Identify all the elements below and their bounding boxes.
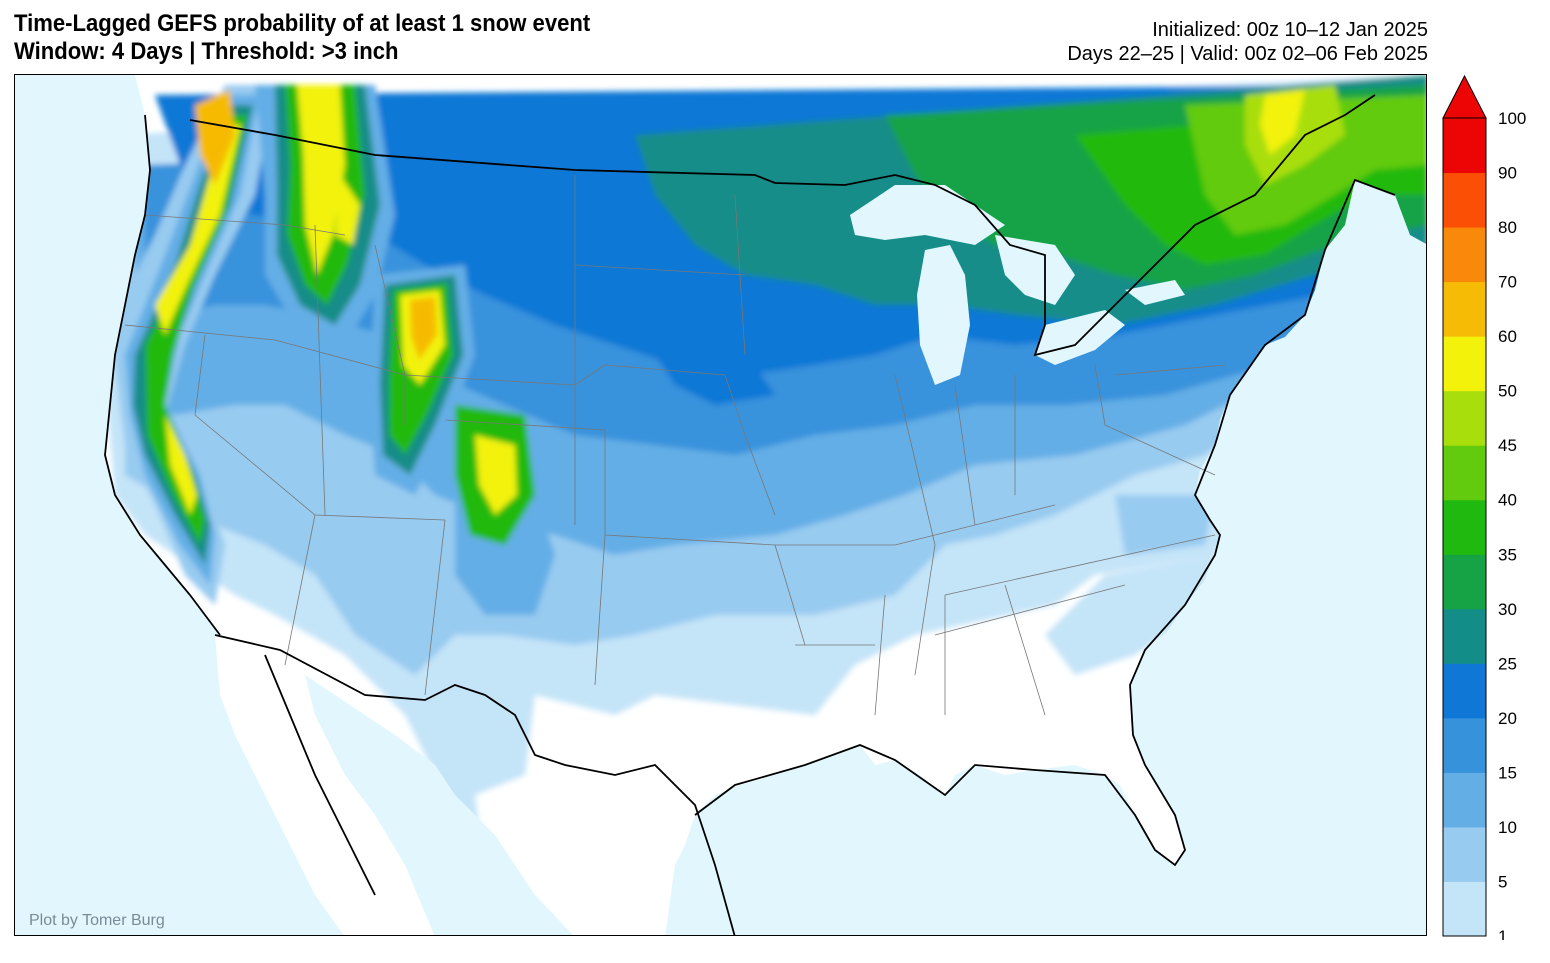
- colorbar-extension: [1442, 74, 1487, 119]
- colorbar-swatch-90: [1443, 118, 1486, 174]
- colorbar-swatch-45: [1443, 390, 1486, 446]
- colorbar-label-5: 5: [1498, 872, 1507, 891]
- chart-title: Time-Lagged GEFS probability of at least…: [14, 10, 591, 37]
- colorbar-swatch-15: [1443, 717, 1486, 773]
- colorbar-swatch-60: [1443, 281, 1486, 337]
- colorbar-label-25: 25: [1498, 654, 1517, 673]
- title-block: Time-Lagged GEFS probability of at least…: [14, 10, 640, 66]
- colorbar-swatch-20: [1443, 663, 1486, 719]
- initialized-text: Initialized: 00z 10–12 Jan 2025: [1152, 19, 1428, 41]
- colorbar-label-90: 90: [1498, 164, 1517, 183]
- colorbar-label-70: 70: [1498, 273, 1517, 292]
- colorbar-swatch-1: [1443, 881, 1486, 937]
- colorbar-swatch-50: [1443, 336, 1486, 392]
- meta-block: Initialized: 00z 10–12 Jan 2025 Days 22–…: [1067, 18, 1428, 66]
- colorbar-label-60: 60: [1498, 327, 1517, 346]
- state-boundaries: [124, 175, 1226, 716]
- colorbar-label-15: 15: [1498, 763, 1517, 782]
- colorbar-swatch-5: [1443, 826, 1486, 882]
- credit-text: Plot by Tomer Burg: [29, 912, 165, 929]
- baja-land: [215, 635, 435, 935]
- colorbar-swatch-40: [1443, 445, 1486, 501]
- colorbar-swatch-30: [1443, 554, 1486, 610]
- map-panel: Plot by Tomer Burg: [14, 74, 1427, 936]
- great-lakes: [850, 185, 1185, 385]
- map-svg: Plot by Tomer Burg: [29, 75, 1426, 935]
- colorbar-label-20: 20: [1498, 709, 1517, 728]
- chart-subtitle: Window: 4 Days | Threshold: >3 inch: [14, 38, 399, 65]
- colorbar: 1 5 10 15 20 25 30 35 40 45 50 60 70 80 90 100: [1441, 74, 1550, 946]
- colorbar-label-1: 1: [1498, 927, 1507, 940]
- national-borders: [104, 94, 1396, 935]
- colorbar-swatch-80: [1443, 172, 1486, 228]
- colorbar-swatch-25: [1443, 608, 1486, 664]
- colorbar-swatch-35: [1443, 499, 1486, 555]
- colorbar-label-80: 80: [1498, 218, 1517, 237]
- probability-field: [105, 75, 1426, 885]
- colorbar-label-35: 35: [1498, 545, 1517, 564]
- colorbar-label-max: 100: [1498, 109, 1526, 128]
- colorbar-label-30: 30: [1498, 600, 1517, 619]
- colorbar-outline: [1442, 117, 1487, 937]
- colorbar-swatch-70: [1443, 227, 1486, 283]
- colorbar-label-40: 40: [1498, 491, 1517, 510]
- colorbar-label-45: 45: [1498, 436, 1517, 455]
- colorbar-label-10: 10: [1498, 818, 1517, 837]
- colorbar-swatch-10: [1443, 772, 1486, 828]
- colorbar-label-50: 50: [1498, 382, 1517, 401]
- valid-text: Days 22–25 | Valid: 00z 02–06 Feb 2025: [1067, 43, 1428, 65]
